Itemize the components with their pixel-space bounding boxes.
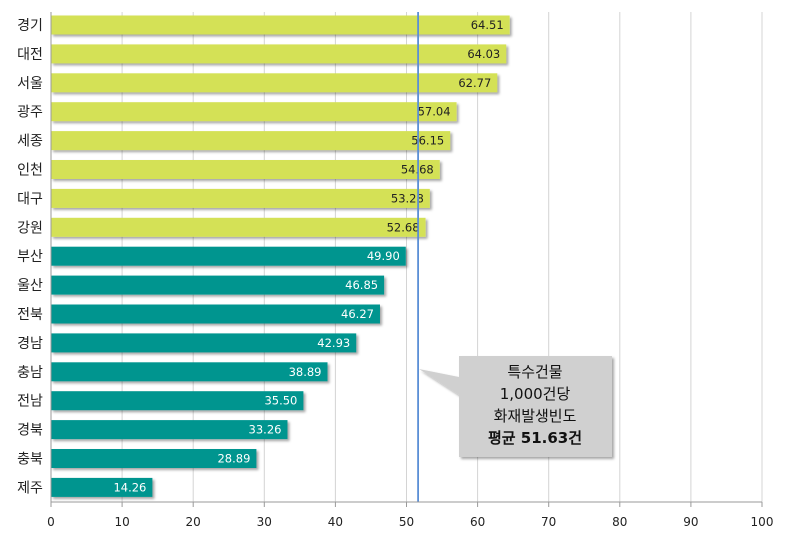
category-label: 경기 xyxy=(17,18,43,34)
x-tick-label: 30 xyxy=(257,515,272,529)
value-label: 33.26 xyxy=(249,423,282,437)
value-label: 64.51 xyxy=(471,18,504,32)
value-label: 56.15 xyxy=(411,134,444,148)
bar-광주 xyxy=(51,102,457,122)
category-label: 충북 xyxy=(17,452,43,468)
bar-강원 xyxy=(51,217,426,237)
bars: 경기64.51대전64.03서울62.77광주57.04세종56.15인천54.… xyxy=(17,15,510,497)
category-label: 광주 xyxy=(17,105,43,121)
bar-대구 xyxy=(51,188,430,208)
callout-line-4: 평균 51.63건 xyxy=(488,429,582,447)
category-label: 제주 xyxy=(17,480,43,496)
bar-세종 xyxy=(51,131,451,151)
bar-대전 xyxy=(51,44,507,64)
value-label: 14.26 xyxy=(113,480,146,494)
category-label: 세종 xyxy=(17,134,43,150)
x-tick-label: 50 xyxy=(399,515,414,529)
x-tick-label: 20 xyxy=(186,515,201,529)
bar-서울 xyxy=(51,73,498,93)
category-label: 대구 xyxy=(17,191,43,207)
bar-부산 xyxy=(51,246,406,266)
value-label: 35.50 xyxy=(264,394,297,408)
category-label: 인천 xyxy=(17,163,43,179)
bar-경남 xyxy=(51,333,357,353)
bar-충북 xyxy=(51,449,257,468)
bar-전남 xyxy=(51,391,304,411)
average-callout: 특수건물 1,000건당 화재발생빈도 평균 51.63건 xyxy=(419,356,612,457)
x-tick-label: 80 xyxy=(612,515,627,529)
category-label: 부산 xyxy=(17,249,43,265)
category-label: 충남 xyxy=(17,365,43,381)
callout-line-3: 화재발생빈도 xyxy=(494,407,577,425)
value-label: 42.93 xyxy=(317,336,350,350)
x-tick-label: 0 xyxy=(47,515,55,529)
x-tick-label: 60 xyxy=(470,515,485,529)
category-label: 전남 xyxy=(17,394,43,410)
bar-울산 xyxy=(51,275,385,295)
x-axis: 0 10 20 30 40 50 60 70 80 90 100 xyxy=(47,12,773,529)
x-tick-label: 70 xyxy=(541,515,556,529)
bar-경북 xyxy=(51,420,288,440)
category-label: 서울 xyxy=(17,76,43,92)
bar-경기 xyxy=(51,15,510,35)
x-tick-label: 10 xyxy=(114,515,129,529)
category-label: 경남 xyxy=(17,336,43,352)
callout-line-2: 1,000건당 xyxy=(500,385,571,403)
value-label: 57.04 xyxy=(418,105,451,119)
category-label: 전북 xyxy=(17,307,43,323)
gridlines xyxy=(121,12,763,502)
callout-line-1: 특수건물 xyxy=(507,363,562,381)
bar-인천 xyxy=(51,160,440,179)
category-label: 강원 xyxy=(17,220,43,236)
category-label: 경북 xyxy=(17,423,43,439)
bar-제주 xyxy=(51,477,153,497)
callout-box xyxy=(419,356,612,457)
value-label: 64.03 xyxy=(467,47,500,61)
bar-전북 xyxy=(51,304,380,324)
value-label: 52.68 xyxy=(387,220,420,234)
value-label: 53.28 xyxy=(391,191,424,205)
value-label: 28.89 xyxy=(217,452,250,466)
bar-충남 xyxy=(51,362,328,382)
value-label: 46.27 xyxy=(341,307,374,321)
value-label: 46.85 xyxy=(345,278,378,292)
value-label: 62.77 xyxy=(458,76,491,90)
x-tick-label: 40 xyxy=(328,515,343,529)
category-label: 대전 xyxy=(17,47,43,63)
category-label: 울산 xyxy=(17,278,43,294)
x-tick-label: 90 xyxy=(683,515,698,529)
value-label: 38.89 xyxy=(289,365,322,379)
x-tick-label: 100 xyxy=(751,515,774,529)
value-label: 49.90 xyxy=(367,249,400,263)
